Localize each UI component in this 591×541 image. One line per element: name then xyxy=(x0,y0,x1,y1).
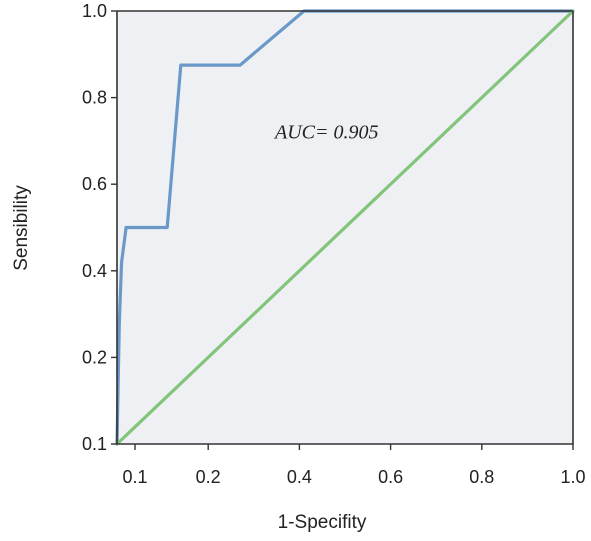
annotation-layer: AUC= 0.905 xyxy=(273,122,379,144)
x-tick-label: 0.8 xyxy=(469,467,494,487)
axes-layer xyxy=(116,10,574,445)
x-tick-label: 1.0 xyxy=(560,467,585,487)
roc-curve-line xyxy=(115,9,575,446)
x-tick-label: 0.2 xyxy=(196,467,221,487)
y-tick-label: 0.1 xyxy=(82,434,107,454)
ticks-layer: 0.1 0.2 0.4 0.6 0.8 1.0 0.1 0.2 0.4 0.6 0.8 1.0 xyxy=(82,1,586,487)
y-tick-label: 0.2 xyxy=(82,347,107,367)
y-tick-label: 0.8 xyxy=(82,88,107,108)
series-layer xyxy=(115,9,575,446)
y-tick-label: 0.6 xyxy=(82,174,107,194)
y-tick-label: 1.0 xyxy=(82,1,107,21)
x-axis-title: 1-Specifity xyxy=(278,512,367,533)
y-tick-label: 0.4 xyxy=(82,261,107,281)
reference-diagonal-line xyxy=(115,9,575,446)
x-tick-label: 0.4 xyxy=(287,467,312,487)
auc-annotation: AUC= 0.905 xyxy=(273,122,379,144)
x-tick-label: 0.1 xyxy=(122,467,147,487)
x-tick-label: 0.6 xyxy=(378,467,403,487)
y-axis-title: Sensibility xyxy=(11,185,32,271)
